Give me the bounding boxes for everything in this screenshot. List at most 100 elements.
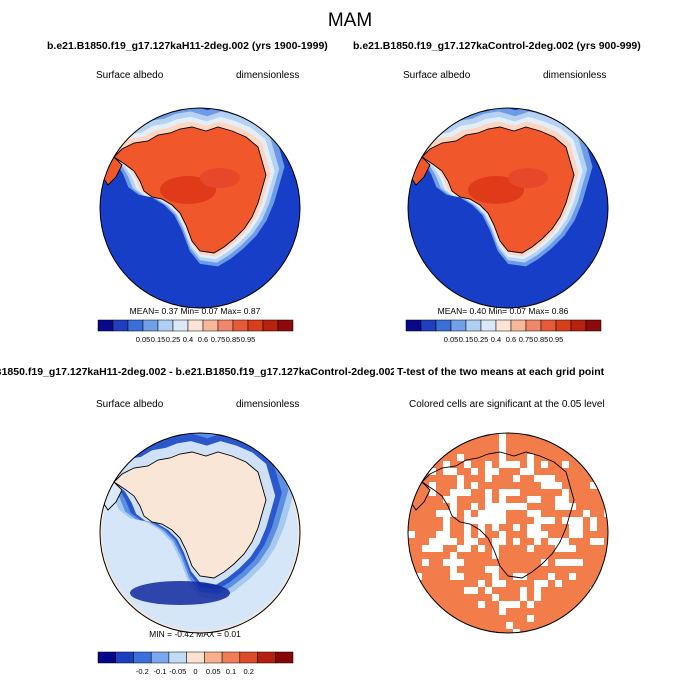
nonsignificant-cell [499, 510, 506, 517]
nonsignificant-cell [457, 573, 464, 580]
nonsignificant-cell [464, 545, 471, 552]
colorbar-box [465, 319, 482, 332]
nonsignificant-cell [429, 482, 436, 489]
colorbar-box [275, 651, 294, 664]
colorbar-tick-label: -0.2 [136, 667, 149, 676]
nonsignificant-cell [436, 531, 443, 538]
nonsignificant-cell [457, 482, 464, 489]
nonsignificant-cell [604, 559, 608, 566]
nonsignificant-cell [541, 580, 548, 587]
panel-4-subtitle: Colored cells are significant at the 0.0… [409, 399, 605, 410]
nonsignificant-cell [443, 524, 450, 531]
figure-title: MAM [327, 10, 373, 31]
nonsignificant-cell [478, 510, 485, 517]
nonsignificant-cell [464, 517, 471, 524]
antarctica-fill [114, 452, 266, 578]
colorbar-tick-label: 0.25 [474, 335, 489, 344]
nonsignificant-cell [485, 510, 492, 517]
colorbar-tick-label: 0 [193, 667, 197, 676]
nonsignificant-cell [471, 468, 478, 475]
colorbar-tick-label: 0.95 [241, 335, 256, 344]
nonsignificant-cell [443, 531, 450, 538]
nonsignificant-cell [541, 559, 548, 566]
coastline [421, 451, 575, 579]
nonsignificant-cell [492, 510, 499, 517]
nonsignificant-cell [450, 559, 457, 566]
nonsignificant-cell [464, 531, 471, 538]
colorbar-tick-label: 0.05 [136, 335, 151, 344]
nonsignificant-cell [457, 475, 464, 482]
ice-interior-fill [200, 168, 240, 188]
nonsignificant-cell [464, 489, 471, 496]
colorbar-box [277, 319, 294, 332]
nonsignificant-cell [450, 496, 457, 503]
nonsignificant-cell [415, 629, 422, 633]
map-panel-2 [407, 107, 609, 309]
colorbar-box [157, 319, 174, 332]
nonsignificant-cell [590, 482, 597, 489]
colorbar-tick-label: 0.85 [534, 335, 549, 344]
nonsignificant-cell [534, 538, 541, 545]
nonsignificant-cell [478, 580, 485, 587]
peninsula-fill [104, 157, 122, 185]
nonsignificant-cell [492, 468, 499, 475]
nonsignificant-cell [450, 489, 457, 496]
nonsignificant-cell [485, 496, 492, 503]
panel-2-title: b.e21.B1850.f19_g17.127kaControl-2deg.00… [353, 40, 641, 52]
ice-interior-fill [508, 168, 548, 188]
nonsignificant-cell [499, 580, 506, 587]
colorbar-1: 0.05 0.15 0.25 0.4 0.6 0.75 0.85 0.95 [97, 319, 294, 344]
nonsignificant-cell [576, 559, 583, 566]
nonsignificant-cell [527, 524, 534, 531]
colorbar-box [204, 651, 223, 664]
nonsignificant-cell [569, 531, 576, 538]
colorbar-tick-label: 0.15 [459, 335, 474, 344]
panel-2-stats: MEAN= 0.40 Min= 0.07 Max= 0.86 [437, 306, 569, 316]
ice-interior-fill [468, 176, 524, 204]
nonsignificant-cell [520, 503, 527, 510]
nonsignificant-cell [590, 538, 597, 545]
nonsignificant-cell [492, 552, 499, 559]
nonsignificant-cell [471, 482, 478, 489]
nonsignificant-cell [527, 510, 534, 517]
nonsignificant-cell [520, 468, 527, 475]
nonsignificant-cell [548, 475, 555, 482]
nonsignificant-cell [569, 524, 576, 531]
nonsignificant-cell [520, 594, 527, 601]
nonsignificant-cell [499, 489, 506, 496]
nonsignificant-cell [576, 517, 583, 524]
nonsignificant-cell [541, 475, 548, 482]
colorbar-box [202, 319, 219, 332]
colorbar-box [232, 319, 249, 332]
nonsignificant-cell [527, 496, 534, 503]
nonsignificant-cell [464, 587, 471, 594]
nonsignificant-cell [534, 517, 541, 524]
colorbar-box [540, 319, 557, 332]
nonsignificant-cell [541, 629, 548, 633]
colorbar-box [150, 651, 170, 664]
nonsignificant-cell [408, 482, 415, 489]
nonsignificant-cell [443, 517, 450, 524]
nonsignificant-cell [527, 601, 534, 608]
colorbar-tick-label: 0.95 [549, 335, 564, 344]
nonsignificant-cell [597, 482, 604, 489]
nonsignificant-cell [443, 559, 450, 566]
colorbar-box [168, 651, 187, 664]
nonsignificant-cell [555, 559, 562, 566]
map-panel-3 [99, 432, 301, 634]
nonsignificant-cell [513, 475, 520, 482]
colorbar-box [172, 319, 189, 332]
colorbar-box [186, 651, 205, 664]
nonsignificant-cell [541, 517, 548, 524]
nonsignificant-cell [541, 461, 548, 468]
nonsignificant-cell [590, 524, 597, 531]
nonsignificant-cell [436, 510, 443, 517]
strong-negative-anomaly [130, 581, 230, 605]
nonsignificant-cell [499, 601, 506, 608]
nonsignificant-cell [485, 517, 492, 524]
nonsignificant-cell [562, 538, 569, 545]
colorbar-box [405, 319, 422, 332]
nonsignificant-cell [408, 580, 415, 587]
nonsignificant-cell [583, 510, 590, 517]
